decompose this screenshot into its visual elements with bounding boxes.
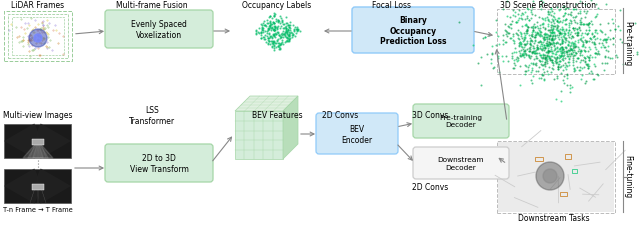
Bar <box>4 125 71 158</box>
Bar <box>497 10 615 75</box>
FancyBboxPatch shape <box>413 147 509 179</box>
Text: T-n Frame → T Frame: T-n Frame → T Frame <box>3 206 73 212</box>
FancyBboxPatch shape <box>413 105 509 138</box>
Text: Binary
Occupancy
Prediction Loss: Binary Occupancy Prediction Loss <box>380 16 446 46</box>
Circle shape <box>543 169 557 183</box>
FancyBboxPatch shape <box>316 113 398 154</box>
Polygon shape <box>283 97 298 159</box>
Bar <box>8 15 68 59</box>
Text: 2D Convs: 2D Convs <box>322 111 358 120</box>
FancyBboxPatch shape <box>352 8 474 54</box>
Bar <box>572 169 577 173</box>
Wedge shape <box>36 169 71 204</box>
Text: BEV
Encoder: BEV Encoder <box>341 125 372 144</box>
Bar <box>4 12 72 62</box>
Text: 3D Scene Reconstruction: 3D Scene Reconstruction <box>500 1 596 10</box>
Text: LiDAR Frames: LiDAR Frames <box>12 1 65 10</box>
Bar <box>12 18 64 56</box>
Circle shape <box>536 162 564 190</box>
Text: Fine-tuning: Fine-tuning <box>623 155 632 198</box>
Bar <box>32 184 44 190</box>
Circle shape <box>34 35 42 43</box>
Polygon shape <box>28 141 48 158</box>
Bar <box>235 112 283 159</box>
Bar <box>565 154 571 159</box>
Text: Focal Loss: Focal Loss <box>372 1 412 10</box>
Bar <box>4 169 71 203</box>
Text: Pre-training
Decoder: Pre-training Decoder <box>440 115 483 128</box>
Bar <box>560 192 567 196</box>
Text: Downstream
Decoder: Downstream Decoder <box>438 157 484 170</box>
Bar <box>497 141 615 213</box>
Text: Multi-frame Fusion: Multi-frame Fusion <box>116 1 188 10</box>
Text: Downstream Tasks: Downstream Tasks <box>518 214 590 222</box>
Text: Evenly Spaced
Voxelization: Evenly Spaced Voxelization <box>131 20 187 40</box>
Circle shape <box>29 30 47 48</box>
Wedge shape <box>4 124 39 159</box>
FancyBboxPatch shape <box>105 144 213 182</box>
Wedge shape <box>36 124 71 159</box>
Wedge shape <box>4 169 39 204</box>
Text: Pre-training: Pre-training <box>623 21 632 66</box>
Polygon shape <box>235 97 298 112</box>
Bar <box>498 142 614 212</box>
Text: Multi-view Images: Multi-view Images <box>3 111 73 120</box>
Text: BEV Features: BEV Features <box>252 111 302 120</box>
Text: 2D Convs: 2D Convs <box>412 183 448 192</box>
Text: LSS
Transformer: LSS Transformer <box>129 106 175 125</box>
Bar <box>32 139 44 145</box>
Polygon shape <box>23 141 53 158</box>
Bar <box>535 157 543 161</box>
Text: Occupancy Labels: Occupancy Labels <box>243 1 312 10</box>
FancyBboxPatch shape <box>105 11 213 49</box>
Polygon shape <box>33 141 44 158</box>
Text: 3D Convs: 3D Convs <box>412 111 448 120</box>
Text: 2D to 3D
View Transform: 2D to 3D View Transform <box>129 154 188 173</box>
